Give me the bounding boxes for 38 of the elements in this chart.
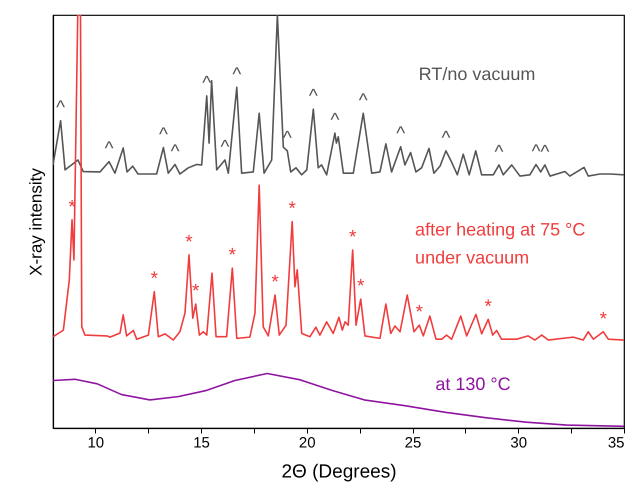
annotation: ^ [158, 124, 168, 146]
x-tick-label: 35 [608, 434, 624, 452]
annotation: ^ [170, 142, 180, 163]
x-tick-label: 15 [193, 434, 210, 452]
annotation: * [600, 308, 608, 330]
annotation: * [228, 245, 237, 266]
annotation: ^ [220, 136, 230, 158]
annotation: ^ [396, 124, 406, 145]
series-label: after heating at 75 °C under vacuum [415, 220, 586, 268]
annotation: ^ [532, 142, 541, 163]
annotation: ^ [540, 142, 550, 163]
x-tick-label: 20 [298, 434, 316, 452]
annotation: ^ [202, 72, 212, 94]
annotation: * [288, 198, 296, 220]
annotation: * [484, 296, 493, 318]
x-tick-label: 30 [510, 434, 528, 452]
annotation: * [150, 268, 159, 290]
annotation: ^ [232, 64, 242, 86]
series-label: at 130 °C [435, 374, 511, 394]
annotation: ^ [358, 90, 368, 112]
annotation: ^ [308, 86, 318, 108]
annotation: ^ [441, 128, 450, 149]
annotation: ^ [282, 128, 292, 149]
annotation: * [348, 226, 357, 248]
text: RT/no vacuum [418, 64, 536, 84]
annotation: ^ [104, 138, 114, 160]
annotation: ^ [330, 110, 340, 132]
y-axis-title: X-ray intensity [26, 168, 46, 276]
annotation: ^ [494, 142, 504, 163]
annotation: * [192, 281, 200, 302]
annotation: * [271, 272, 280, 294]
annotation: * [416, 302, 424, 324]
annotation: * [185, 232, 194, 253]
x-tick-label: 10 [87, 434, 104, 452]
x-tick-label: 25 [404, 434, 422, 452]
x-axis-title: 2Θ (Degrees) [281, 462, 397, 482]
annotation: ^ [56, 98, 66, 119]
annotation: * [357, 276, 365, 298]
